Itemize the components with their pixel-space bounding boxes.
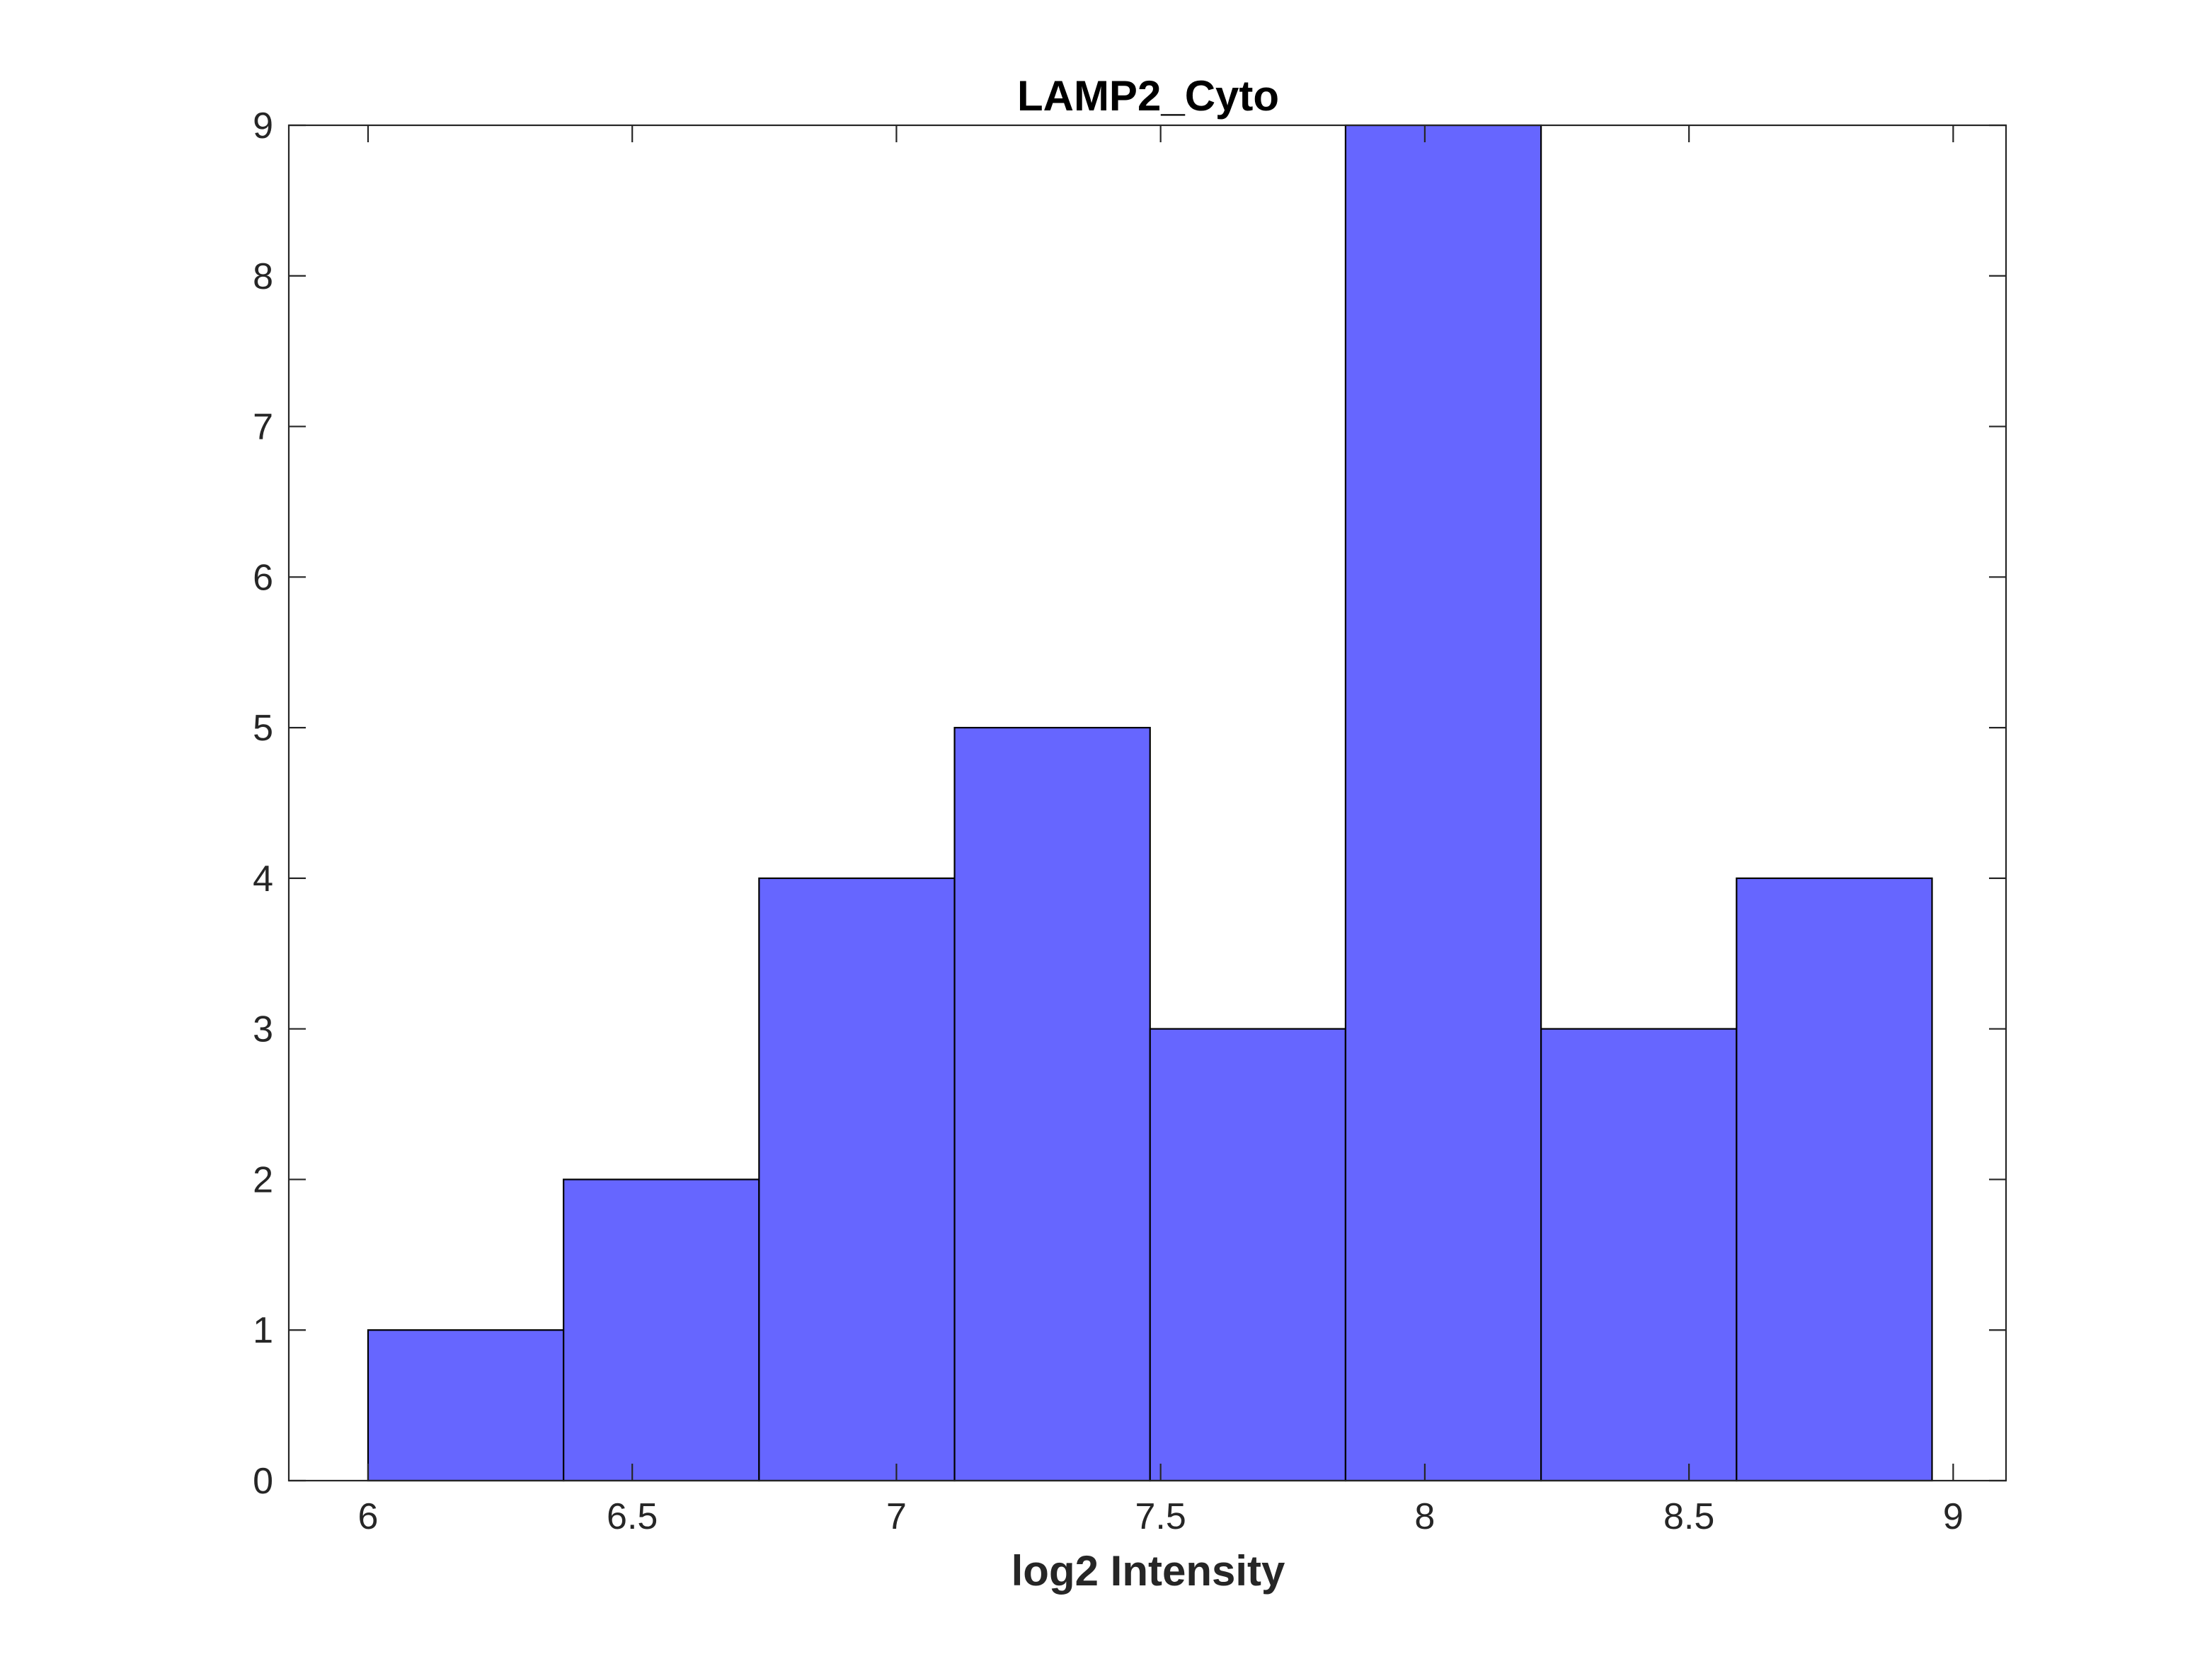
y-tick-label: 7 bbox=[253, 407, 273, 448]
x-tick-label: 7 bbox=[886, 1496, 907, 1537]
x-tick-label: 6.5 bbox=[607, 1496, 658, 1537]
x-tick-label: 9 bbox=[1943, 1496, 1964, 1537]
y-tick-label: 5 bbox=[253, 708, 273, 749]
y-tick-label: 3 bbox=[253, 1009, 273, 1050]
chart-title: LAMP2_Cyto bbox=[1017, 72, 1279, 120]
histogram-bar bbox=[955, 728, 1150, 1481]
histogram-bar bbox=[1541, 1029, 1736, 1481]
histogram-bar bbox=[1150, 1029, 1346, 1481]
x-tick-label: 6 bbox=[358, 1496, 379, 1537]
x-tick-label: 8.5 bbox=[1663, 1496, 1714, 1537]
histogram-bar bbox=[368, 1330, 563, 1481]
histogram-bar bbox=[759, 878, 954, 1481]
x-tick-label: 7.5 bbox=[1135, 1496, 1186, 1537]
x-axis-label: log2 Intensity bbox=[1012, 1547, 1285, 1595]
y-tick-label: 0 bbox=[253, 1461, 273, 1502]
y-tick-label: 1 bbox=[253, 1310, 273, 1351]
y-tick-label: 6 bbox=[253, 557, 273, 598]
histogram-bar bbox=[563, 1179, 759, 1481]
histogram-bar bbox=[1346, 125, 1541, 1481]
y-tick-label: 2 bbox=[253, 1159, 273, 1200]
histogram-bar bbox=[1736, 878, 1932, 1481]
y-tick-label: 4 bbox=[253, 859, 273, 900]
y-tick-label: 8 bbox=[253, 256, 273, 297]
x-tick-label: 8 bbox=[1414, 1496, 1435, 1537]
y-tick-label: 9 bbox=[253, 105, 273, 147]
